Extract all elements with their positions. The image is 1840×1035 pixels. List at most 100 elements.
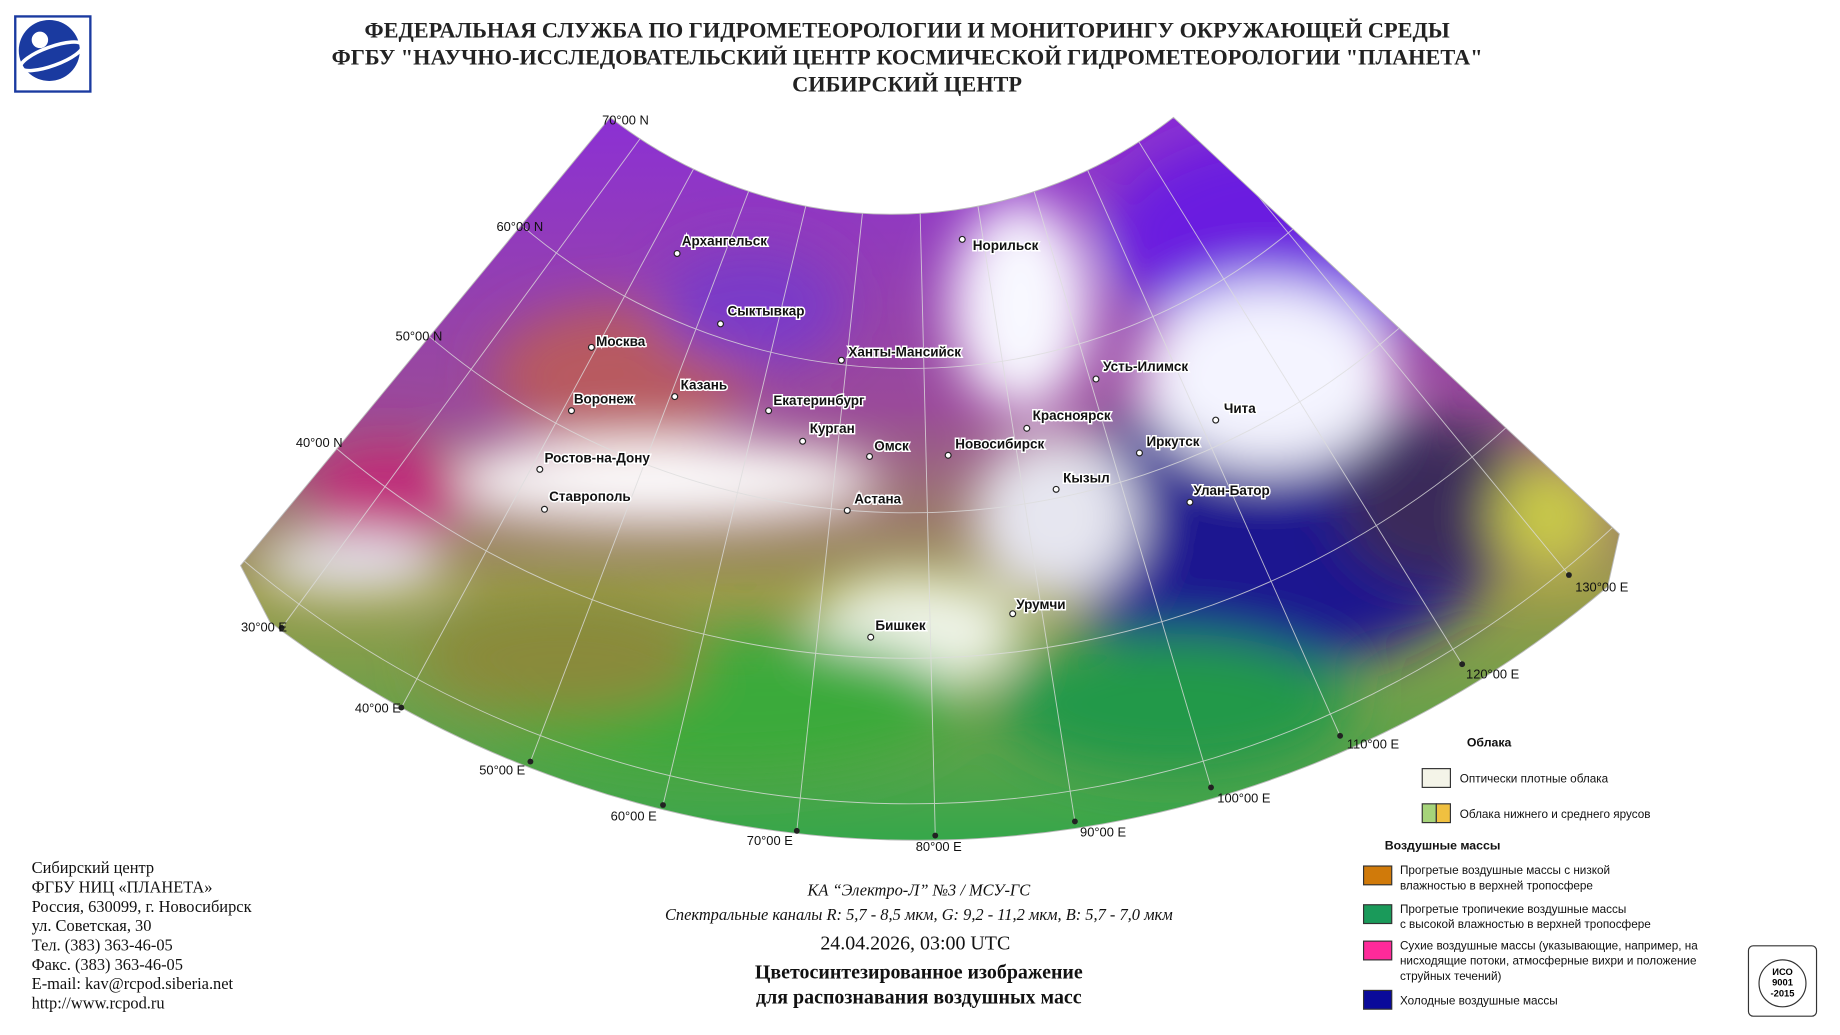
city-dot [671, 393, 679, 401]
longitude-tick [527, 758, 534, 765]
city-label: Омск [874, 439, 909, 454]
city-label: Астана [854, 491, 901, 506]
city-dot [540, 505, 549, 513]
city-label: Улан-Батор [1193, 483, 1269, 498]
satellite-name: КА “Электро-Л” №3 / МСУ-ГС [806, 880, 1031, 899]
legend: Облака Оптически плотные облака Облака ниж… [1362, 735, 1698, 1010]
city-label: Сыктывкар [728, 304, 805, 319]
contact-line: http://www.rcpod.ru [32, 994, 165, 1013]
longitude-tick [660, 802, 666, 808]
legend-text: с высокой влажностью в верхней тропосфер… [1400, 918, 1651, 931]
meridian [908, 117, 1212, 788]
city-label: Ханты-Мансийск [848, 345, 961, 360]
legend-text: струйных течений) [1400, 970, 1502, 983]
header-line: СИБИРСКИЙ ЦЕНТР [792, 72, 1022, 97]
contact-line: ул. Советская, 30 [32, 916, 152, 935]
city-label: Норильск [973, 238, 1039, 253]
longitude-label: 40°00 E [355, 700, 401, 715]
parallel [240, 117, 1620, 805]
meridian [796, 117, 910, 831]
logo [14, 15, 92, 93]
meridian [662, 117, 910, 806]
legend-title: Облака [1467, 735, 1512, 749]
legend-swatch [1435, 803, 1451, 824]
latitude-label: 70°00 N [602, 112, 649, 127]
longitude-tick [1337, 732, 1344, 739]
city-label: Архангельск [682, 233, 767, 248]
longitude-tick [398, 704, 405, 711]
badge-text: ИСО [1772, 967, 1793, 977]
city-label: Воронеж [574, 392, 634, 407]
city-dot [1092, 375, 1100, 383]
badge-text: 9001 [1772, 978, 1793, 988]
city-dot [843, 506, 851, 514]
contact-line: Факс. (383) 363-46-05 [32, 955, 183, 974]
contact-line: Россия, 630099, г. Новосибирск [32, 897, 252, 916]
legend-text: Облака нижнего и среднего ярусов [1460, 808, 1651, 821]
city-label: Бишкек [875, 618, 925, 633]
meridian [909, 117, 1463, 665]
city-label: Екатеринбург [773, 393, 865, 408]
longitude-tick [793, 827, 800, 834]
latitude-label: 60°00 N [496, 219, 543, 234]
city-label: Усть-Илимск [1103, 359, 1188, 374]
city-dot [1135, 449, 1143, 457]
city-label: Ставрополь [549, 489, 631, 504]
legend-text: Холодные воздушные массы [1400, 994, 1558, 1007]
legend-text: влажностью в верхней тропосфере [1400, 879, 1593, 892]
legend-swatch [1362, 940, 1393, 961]
longitude-label: 80°00 E [916, 839, 962, 854]
city-dot [1023, 424, 1031, 432]
latitude-label: 40°00 N [296, 435, 343, 450]
map-frame [240, 116, 1620, 841]
city-dot [1186, 498, 1194, 506]
longitude-label: 50°00 E [479, 762, 525, 777]
longitude-label: 70°00 E [747, 833, 793, 848]
longitude-label: 120°00 E [1466, 666, 1520, 681]
channels: Спектральные каналы R: 5,7 - 8,5 мкм, G:… [665, 905, 1173, 924]
datetime: 24.04.2026, 03:00 UTC [820, 932, 1010, 954]
city-label: Курган [810, 421, 855, 436]
longitude-tick [278, 624, 285, 631]
legend-swatch [1362, 865, 1393, 886]
city-dot [765, 407, 773, 415]
longitude-tick [932, 832, 939, 839]
longitude-tick [1071, 818, 1078, 825]
city-dot [1009, 610, 1017, 618]
legend-swatch [1362, 904, 1393, 925]
longitude-label: 60°00 E [611, 808, 657, 823]
city-label: Казань [681, 378, 728, 393]
satellite-image [240, 117, 1620, 841]
city-dot [1052, 485, 1060, 493]
latitude-label: 50°00 N [396, 328, 443, 343]
longitude-label: 110°00 E [1347, 737, 1400, 752]
legend-text: Прогретые воздушные массы с низкой [1400, 864, 1610, 877]
meridian [281, 117, 910, 629]
longitude-tick [1208, 784, 1214, 791]
caption-title: Цветосинтезированное изображение [755, 962, 1083, 984]
longitude-label: 100°00 E [1217, 791, 1271, 806]
city-dot [866, 452, 874, 460]
legend-swatch [1421, 803, 1437, 824]
city-dot [944, 451, 952, 459]
header-line: ФЕДЕРАЛЬНАЯ СЛУЖБА ПО ГИДРОМЕТЕОРОЛОГИИ … [364, 18, 1449, 43]
contact-line: ФГБУ НИЦ «ПЛАНЕТА» [32, 877, 213, 896]
city-dot [536, 465, 544, 473]
contact-line: Тел. (383) 363-46-05 [32, 936, 173, 955]
legend-text: Сухие воздушные массы (указывающие, напр… [1400, 939, 1698, 952]
legend-swatch [1362, 989, 1393, 1010]
city-label: Ростов-на-Дону [544, 450, 650, 465]
legend-text: Прогретые тропичекие воздушные массы [1400, 903, 1626, 916]
city-label: Кызыл [1063, 470, 1110, 485]
city-dot [837, 356, 845, 364]
city-dot [1212, 416, 1220, 424]
city-label: Новосибирск [955, 436, 1044, 451]
longitude-label: 90°00 E [1080, 825, 1126, 840]
longitude-label: 130°00 E [1575, 579, 1629, 594]
city-dot [587, 343, 595, 351]
longitude-label: 30°00 E [241, 619, 287, 634]
